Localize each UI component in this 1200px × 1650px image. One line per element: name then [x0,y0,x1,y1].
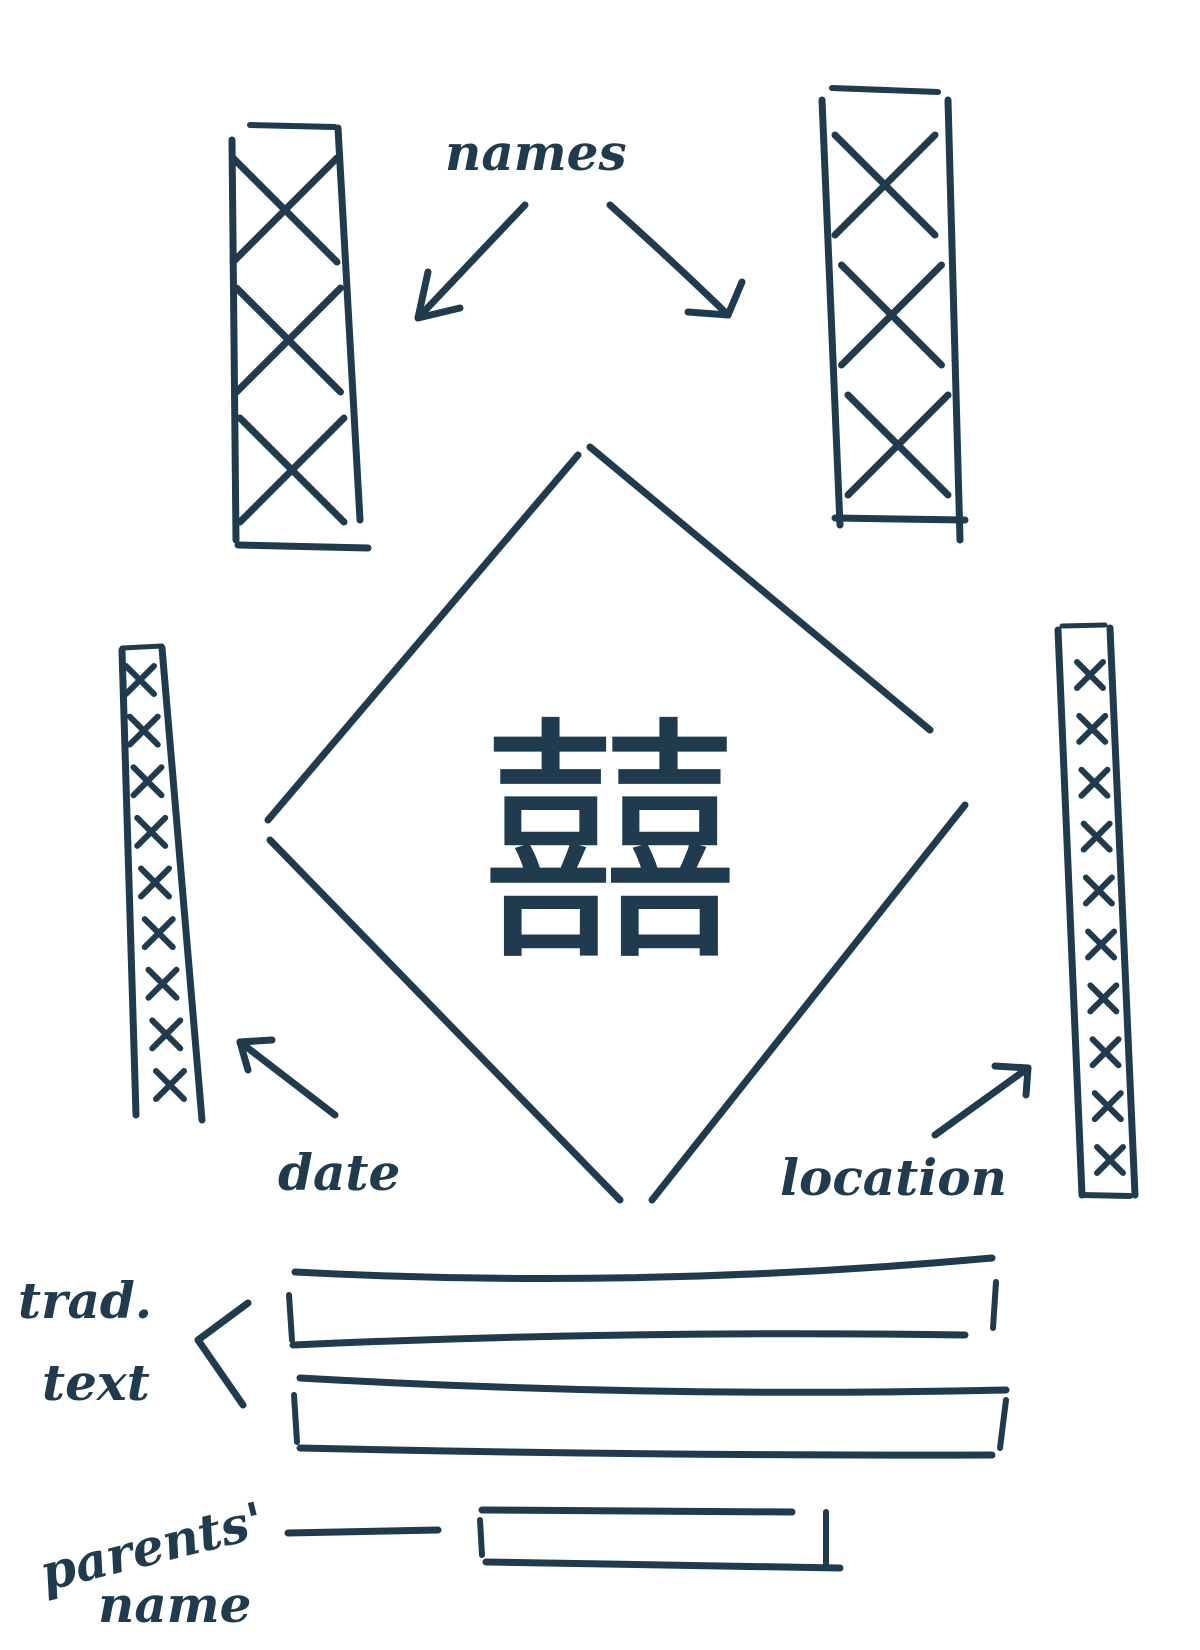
cross-placeholder-mark [141,916,176,951]
top-right-cross-placeholders [831,131,952,499]
left-date-column [118,643,206,1124]
top-left-name-panel [228,122,372,552]
trad-text-label-line1: trad. [18,1271,152,1330]
trad-text-bracket [194,1299,252,1409]
center-diamond [264,443,969,1204]
cross-placeholder-mark [1082,874,1115,907]
location-arrow [931,1062,1032,1139]
cross-placeholder-mark [838,261,945,369]
cross-placeholder-mark [138,865,172,900]
names-label: names [445,123,627,182]
right-column-cross-placeholders [1074,659,1126,1176]
double-happiness-glyph: 囍 [480,695,740,997]
cross-placeholder-mark [1078,766,1111,799]
cross-placeholder-mark [130,764,165,799]
location-label: location [780,1148,1007,1207]
cross-placeholder-mark [1087,982,1120,1015]
parents-name-box [477,1506,844,1572]
cross-placeholder-mark [153,1068,187,1102]
cross-placeholder-mark [1074,659,1106,691]
cross-placeholder-mark [831,131,939,239]
names-arrow-right [606,201,746,319]
top-left-cross-placeholders [229,154,348,526]
left-column-cross-placeholders [123,663,187,1102]
trad-text-bar-2 [291,1374,1010,1459]
cross-placeholder-mark [1085,928,1118,961]
date-arrow [236,1036,339,1119]
trad-text-label-line2: text [42,1353,150,1412]
cross-placeholder-mark [236,414,348,526]
cross-placeholder-mark [233,284,344,396]
cross-placeholder-mark [1094,1144,1126,1176]
cross-placeholder-mark [844,391,952,499]
cross-placeholder-mark [1076,712,1109,745]
trad-text-bar-1 [286,1254,999,1349]
cross-placeholder-mark [145,966,180,1001]
parents-name-line [284,1526,442,1537]
parents-name-label-line2: name [98,1575,251,1634]
cross-placeholder-mark [229,154,341,266]
cross-placeholder-mark [1080,820,1113,853]
cross-placeholder-mark [1089,1036,1122,1069]
cross-placeholder-mark [1091,1090,1124,1123]
cross-placeholder-mark [149,1017,184,1052]
date-label: date [278,1143,400,1202]
cross-placeholder-mark [126,713,161,748]
top-right-name-panel [818,85,969,544]
cross-placeholder-mark [134,814,169,849]
cross-placeholder-mark [123,663,157,697]
right-location-column [1054,622,1139,1199]
names-arrow-left [414,201,529,322]
